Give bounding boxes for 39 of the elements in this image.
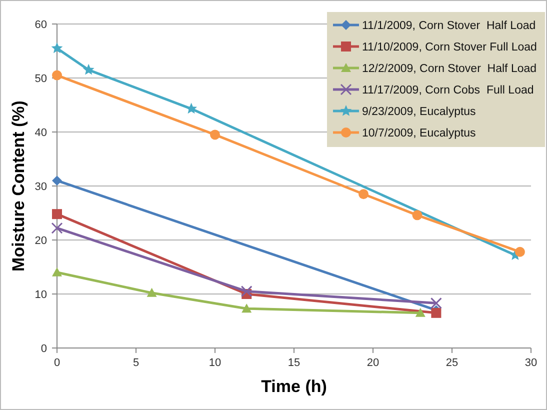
point — [51, 42, 63, 54]
legend-label: 9/23/2009, Eucalyptus — [362, 106, 476, 118]
legend-label: 12/2/2009, Corn Stover Half Load — [362, 63, 537, 75]
x-tick-label: 30 — [524, 357, 538, 369]
point — [430, 297, 442, 309]
y-tick-label: 0 — [40, 343, 47, 355]
x-tick-label: 0 — [54, 357, 60, 369]
x-tick-label: 20 — [366, 357, 380, 369]
point — [240, 286, 252, 298]
y-axis-title: Moisture Content (%) — [9, 100, 28, 272]
point — [52, 176, 62, 186]
point — [52, 70, 62, 80]
y-tick-label: 10 — [34, 289, 47, 301]
legend-label: 11/1/2009, Corn Stover Half Load — [362, 20, 536, 32]
point — [52, 209, 62, 220]
y-tick-label: 30 — [34, 181, 47, 193]
point — [146, 288, 157, 297]
point — [52, 267, 62, 276]
point — [412, 210, 422, 220]
x-tick-label: 25 — [446, 357, 458, 369]
point — [51, 222, 63, 234]
x-axis-title: Time (h) — [261, 377, 327, 396]
y-tick-label: 20 — [34, 235, 47, 247]
x-tick-label: 5 — [132, 357, 140, 369]
legend-label: 10/7/2009, Eucalyptus — [362, 128, 476, 140]
y-tick-label: 40 — [34, 127, 47, 139]
x-tick-label: 10 — [208, 357, 222, 369]
y-tick-label: 60 — [34, 19, 47, 31]
point — [210, 130, 220, 140]
x-tick-label: 15 — [288, 357, 300, 369]
point — [358, 189, 369, 200]
point — [242, 304, 252, 313]
legend-label: 11/10/2009, Corn Stover Full Load — [362, 42, 537, 54]
point — [431, 308, 442, 318]
point — [415, 308, 426, 317]
y-tick-label: 50 — [34, 73, 47, 85]
legend-label: 11/17/2009, Corn Cobs Full Load — [362, 84, 534, 96]
point — [82, 64, 94, 75]
point — [514, 246, 525, 257]
